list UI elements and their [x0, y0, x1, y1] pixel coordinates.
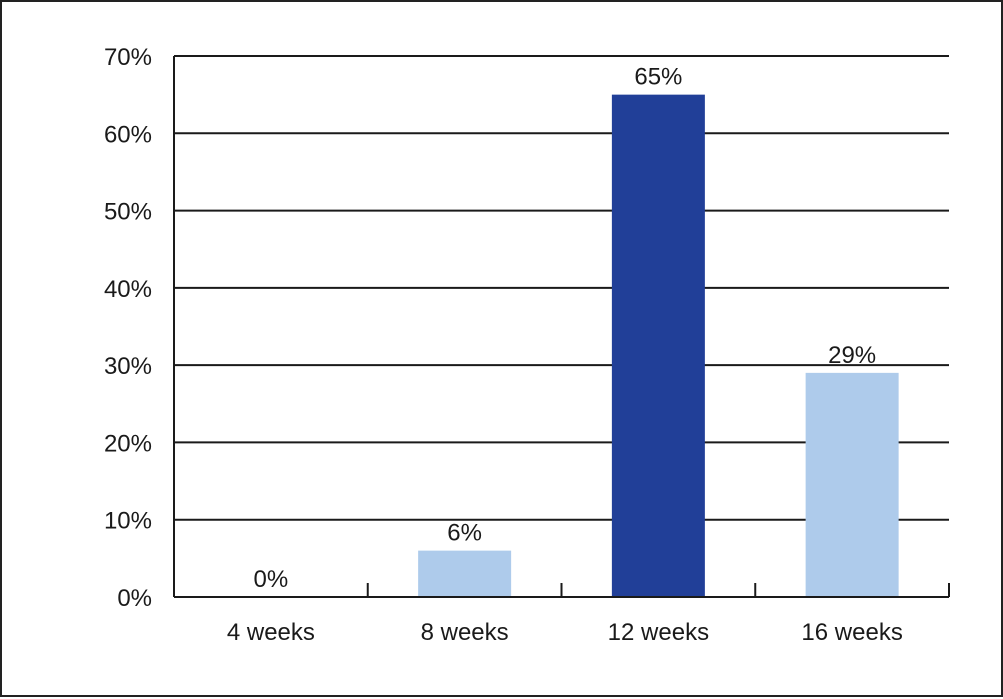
data-label: 0% [254, 566, 289, 593]
y-tick-label: 70% [104, 44, 152, 71]
y-tick-label: 30% [104, 353, 152, 380]
labels: 0% 10% 20% 30% 40% 50% 60% 70% 0% 4 weeks 6% 8 week… [104, 44, 903, 646]
axes [173, 56, 950, 598]
bars [418, 94, 899, 598]
y-tick-label: 20% [104, 430, 152, 457]
data-label: 65% [634, 64, 682, 91]
x-tick-label: 8 weeks [421, 619, 509, 646]
data-label: 29% [828, 342, 876, 369]
y-tick-label: 60% [104, 121, 152, 148]
gridlines [174, 55, 949, 521]
bar [418, 550, 512, 597]
bar [805, 372, 899, 597]
y-tick-label: 40% [104, 276, 152, 303]
y-tick-label: 50% [104, 199, 152, 226]
x-tick-label: 16 weeks [801, 619, 902, 646]
x-tick-label: 4 weeks [227, 619, 315, 646]
y-tick-label: 10% [104, 508, 152, 535]
y-tick-label: 0% [117, 585, 152, 612]
bar [611, 94, 705, 598]
data-label: 6% [447, 520, 482, 547]
x-tick-label: 12 weeks [608, 619, 709, 646]
